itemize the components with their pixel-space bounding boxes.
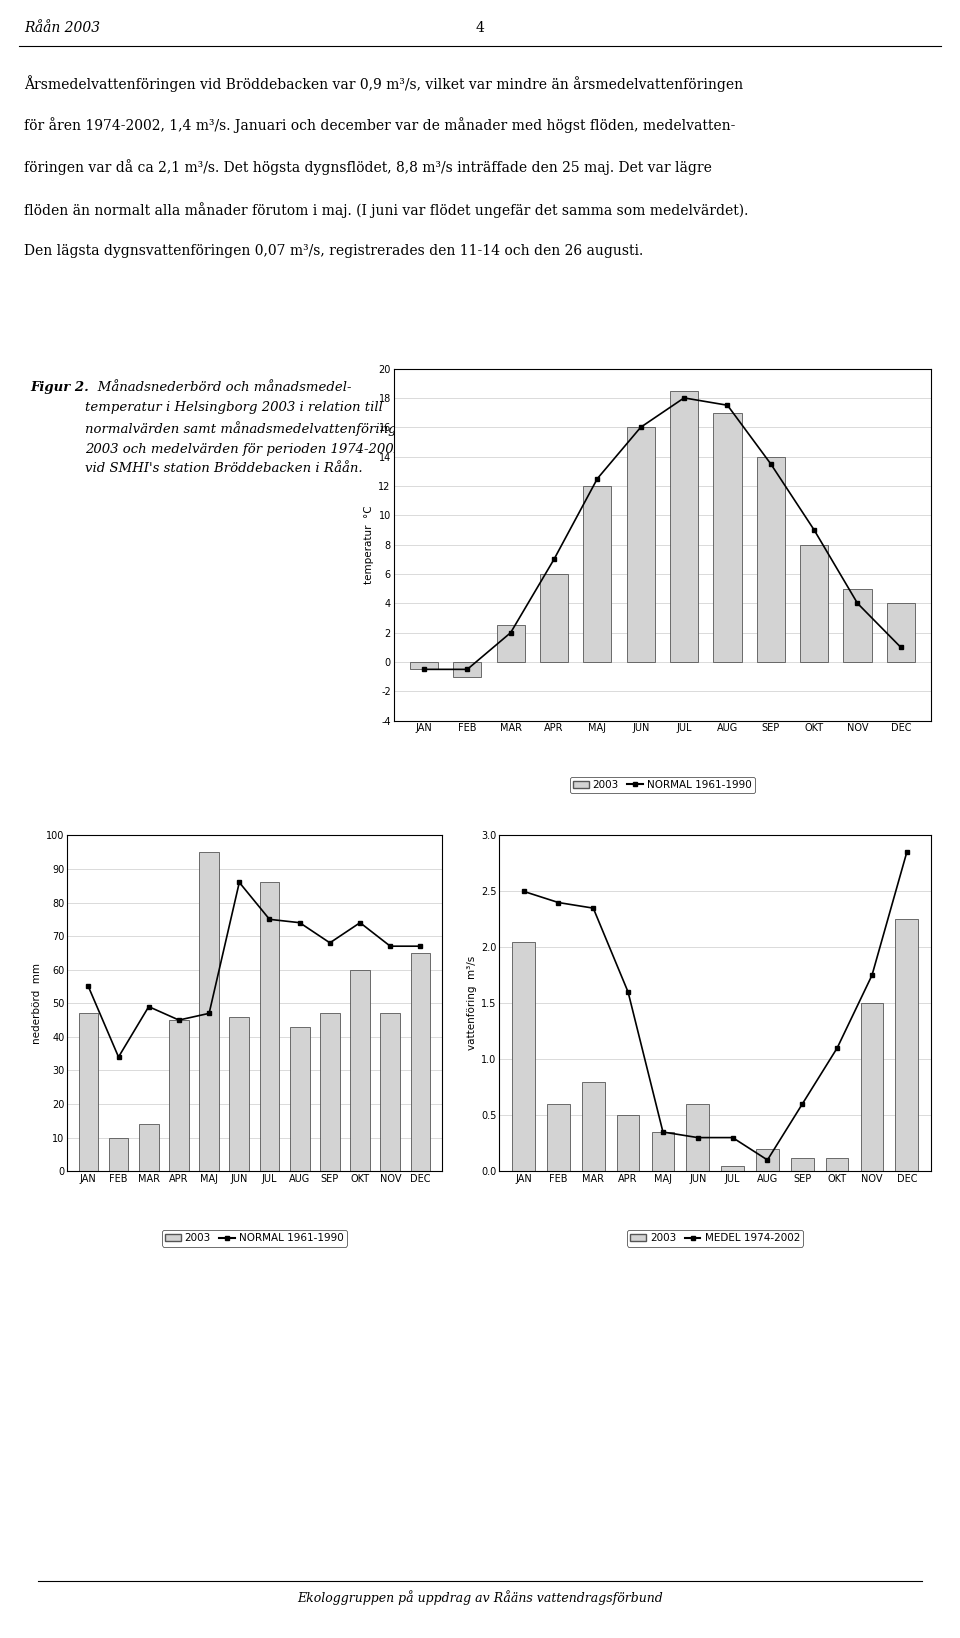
Bar <box>713 413 741 662</box>
Text: Den lägsta dygnsvattenföringen 0,07 m³/s, registrerades den 11-14 och den 26 aug: Den lägsta dygnsvattenföringen 0,07 m³/s… <box>24 244 643 259</box>
Bar <box>584 486 612 662</box>
Bar <box>260 883 279 1171</box>
Bar <box>453 662 481 676</box>
Bar <box>756 457 785 662</box>
Bar <box>616 1115 639 1171</box>
Text: Råån 2003: Råån 2003 <box>24 21 100 34</box>
Text: Årsmedelvattenföringen vid Bröddebacken var 0,9 m³/s, vilket var mindre än årsme: Årsmedelvattenföringen vid Bröddebacken … <box>24 75 743 92</box>
Bar <box>686 1104 709 1171</box>
Bar <box>756 1148 779 1171</box>
Bar <box>800 544 828 662</box>
Bar <box>350 970 370 1171</box>
Bar <box>887 603 915 662</box>
Y-axis label: temperatur  °C: temperatur °C <box>364 505 374 585</box>
Bar <box>861 1002 883 1171</box>
Text: Månadsnederbörd och månadsmedel-
temperatur i Helsingborg 2003 i relation till
n: Månadsnederbörd och månadsmedel- tempera… <box>84 382 413 475</box>
Text: flöden än normalt alla månader förutom i maj. (I juni var flödet ungefär det sam: flöden än normalt alla månader förutom i… <box>24 201 749 218</box>
Text: för åren 1974-2002, 1,4 m³/s. Januari och december var de månader med högst flöd: för åren 1974-2002, 1,4 m³/s. Januari oc… <box>24 118 735 133</box>
Bar <box>652 1132 674 1171</box>
Text: 4: 4 <box>475 21 485 34</box>
Y-axis label: vattenföring  m³/s: vattenföring m³/s <box>467 957 477 1050</box>
Bar <box>380 1014 400 1171</box>
Bar <box>290 1027 309 1171</box>
Bar <box>139 1124 158 1171</box>
Bar <box>200 852 219 1171</box>
Bar <box>844 588 872 662</box>
Legend: 2003, NORMAL 1961-1990: 2003, NORMAL 1961-1990 <box>570 776 755 793</box>
Bar <box>627 428 655 662</box>
Y-axis label: nederbörd  mm: nederbörd mm <box>32 963 42 1043</box>
Bar <box>791 1158 814 1171</box>
Bar <box>411 953 430 1171</box>
Text: Figur 2.: Figur 2. <box>30 382 89 395</box>
Text: föringen var då ca 2,1 m³/s. Det högsta dygnsflödet, 8,8 m³/s inträffade den 25 : föringen var då ca 2,1 m³/s. Det högsta … <box>24 159 712 175</box>
Bar <box>320 1014 340 1171</box>
Bar <box>496 626 525 662</box>
Bar <box>582 1081 605 1171</box>
Bar <box>540 573 568 662</box>
Bar <box>547 1104 569 1171</box>
Legend: 2003, NORMAL 1961-1990: 2003, NORMAL 1961-1990 <box>162 1230 347 1247</box>
Text: Ekologgruppen på uppdrag av Råäns vattendragsförbund: Ekologgruppen på uppdrag av Råäns vatten… <box>298 1590 662 1605</box>
Bar <box>721 1166 744 1171</box>
Bar <box>410 662 438 670</box>
Bar <box>229 1017 249 1171</box>
Legend: 2003, MEDEL 1974-2002: 2003, MEDEL 1974-2002 <box>627 1230 804 1247</box>
Bar <box>169 1020 189 1171</box>
Bar <box>670 390 698 662</box>
Bar <box>896 919 918 1171</box>
Bar <box>826 1158 849 1171</box>
Bar <box>79 1014 98 1171</box>
Bar <box>108 1137 129 1171</box>
Bar <box>513 942 535 1171</box>
